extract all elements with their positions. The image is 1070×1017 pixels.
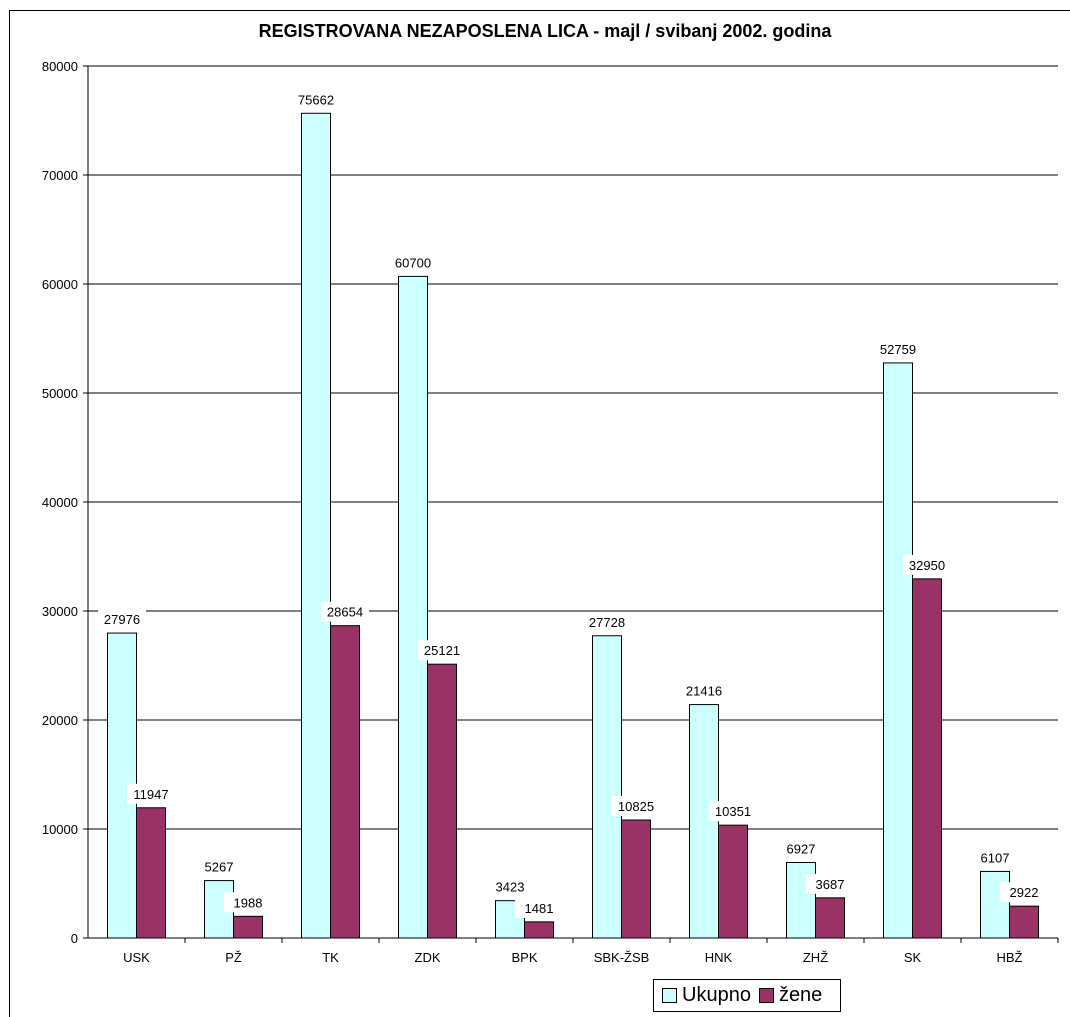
bar-zene [427,663,457,939]
y-tick-label: 20000 [42,713,78,728]
data-label: 27976 [104,612,140,627]
data-label-bg [680,680,728,701]
legend-label-zene: žene [778,984,823,1006]
legend-item-zene: žene [758,984,823,1007]
x-tick-label: SBK-ŽSB [594,950,650,965]
bar-zene [330,625,360,939]
data-label: 1481 [525,901,554,916]
data-label: 2922 [1010,885,1039,900]
data-label: 11947 [133,787,168,802]
data-label: 75662 [298,92,334,107]
data-label-bg [612,796,660,817]
data-label: 6927 [787,841,816,856]
x-tick-label: BPK [511,950,537,965]
data-label-bg [583,611,631,632]
data-label-bg [971,847,1019,868]
data-label: 10351 [715,804,751,819]
data-label: 52759 [880,342,916,357]
data-label: 10825 [618,799,654,814]
bar-zene [524,921,554,939]
data-label-bg [903,554,951,575]
bar-zene [233,915,263,939]
y-tick-label: 60000 [42,277,78,292]
data-label: 60700 [395,255,431,270]
data-label-bg [874,338,922,359]
data-label: 25121 [424,643,460,658]
x-tick-label: TK [322,950,339,965]
x-tick-label: HBŽ [997,950,1023,965]
data-label: 1988 [234,895,263,910]
data-label: 3423 [496,880,525,895]
x-tick-label: PŽ [225,950,242,965]
axes: 0 10000 20000 30000 40000 50000 60000 70000 8000… [42,59,1059,965]
data-label: 27728 [589,615,625,630]
bar-ukupno [980,870,1010,939]
data-label-bg [98,609,146,630]
x-tick-label: ZHŽ [803,950,828,965]
data-label-bg [292,89,340,110]
bars [107,112,1039,939]
bar-zene [1009,905,1039,939]
data-label-bg [127,783,175,804]
x-tick-label: SK [904,950,922,965]
legend-label-ukupno: Ukupno [682,984,751,1006]
x-tick-label: ZDK [415,950,441,965]
data-label-bg [321,601,369,622]
chart-frame [9,10,1070,1017]
data-label-bg [418,640,466,661]
bar-zene [718,824,748,939]
data-label: 32950 [909,558,945,573]
bar-zene [136,807,166,939]
x-tick-label: USK [123,950,150,965]
y-tick-label: 80000 [42,59,78,74]
data-label-bg [224,892,272,913]
y-tick-label: 50000 [42,386,78,401]
y-tick-label: 0 [71,931,78,946]
legend-swatch-zene [758,988,774,1003]
data-label-bg [1000,882,1048,903]
data-label: 21416 [686,684,722,699]
legend: Ukupno žene [653,979,841,1012]
bar-zene [621,819,651,939]
data-labels: 27976 11947 5267 1988 75662 28654 60700 25121 34… [98,89,1048,918]
data-label: 28654 [327,605,363,620]
y-tick-label: 30000 [42,604,78,619]
y-tick-label: 10000 [42,822,78,837]
data-label-bg [515,897,563,918]
data-label-bg [806,873,854,894]
bar-zene [912,578,942,939]
data-label-bg [389,252,437,273]
data-label: 6107 [981,850,1010,865]
data-label-bg [486,876,534,897]
bar-ukupno [592,635,622,939]
y-tick-label: 40000 [42,495,78,510]
legend-swatch-ukupno [662,988,677,1003]
x-tick-label: HNK [705,950,733,965]
data-label-bg [709,801,757,822]
legend-item-ukupno: Ukupno [662,984,751,1007]
bar-zene [815,897,845,939]
data-label-bg [195,856,243,877]
bar-ukupno [398,275,428,939]
data-label: 3687 [816,877,845,892]
data-label: 5267 [205,860,234,875]
y-tick-label: 70000 [42,168,78,183]
bar-ukupno [301,112,331,939]
chart-title: REGISTROVANA NEZAPOSLENA LICA - majl / s… [259,21,833,41]
bar-ukupno [883,362,913,939]
data-label-bg [777,838,825,859]
bar-ukupno [689,704,719,939]
